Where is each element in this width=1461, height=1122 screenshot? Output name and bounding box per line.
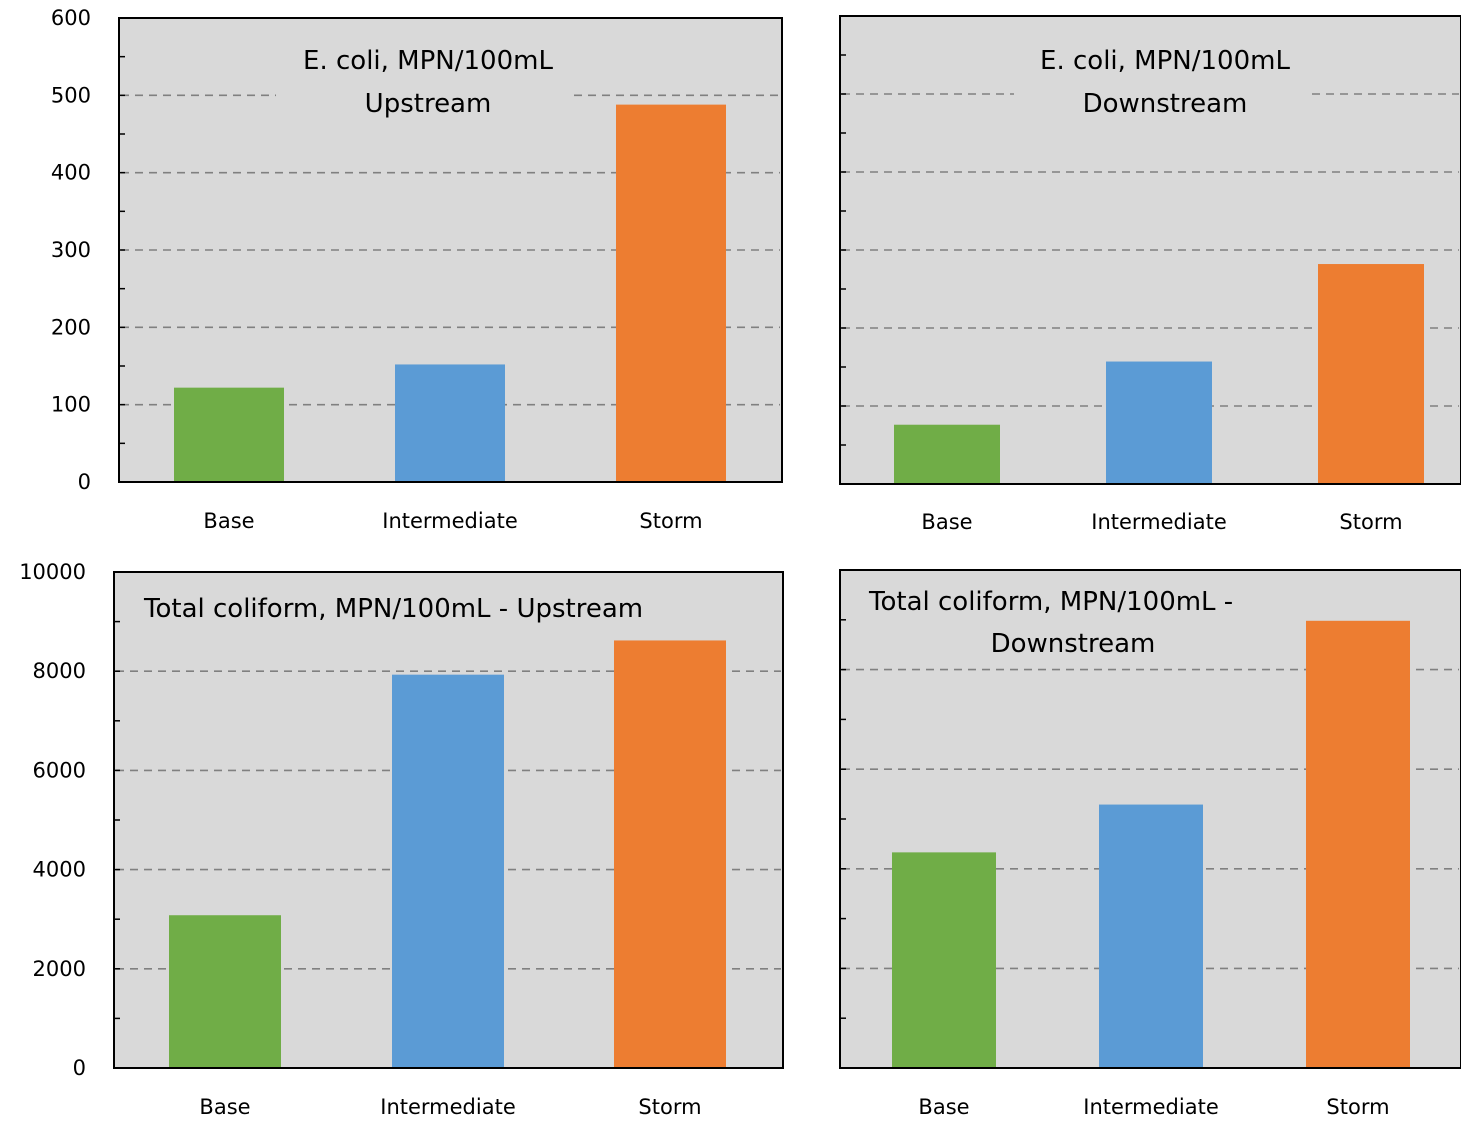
chart-title: Downstream: [1083, 89, 1248, 119]
x-category-label: Base: [918, 1095, 969, 1119]
y-tick-label: 10000: [19, 560, 86, 584]
x-category-label: Base: [203, 509, 254, 533]
chart-panel-2: Base Intermediate Storm E. coli, MPN/100mL D…: [839, 15, 1461, 534]
bar-base: [894, 424, 1000, 484]
x-category-label: Storm: [1326, 1095, 1389, 1119]
chart-panel-4: Base Intermediate Storm Total coliform, MPN…: [839, 569, 1461, 1119]
x-category-label: Intermediate: [1091, 510, 1227, 534]
bar-base: [169, 915, 281, 1068]
y-tick-label: 0: [73, 1056, 86, 1080]
y-tick-label: 200: [51, 315, 91, 339]
x-category-label: Storm: [638, 1095, 701, 1119]
plot-frame: [118, 17, 783, 483]
chart-panel-1: 0 100 200 300 400 500 600 Base Intermediate Storm…: [51, 6, 783, 533]
x-category-label: Storm: [1339, 510, 1402, 534]
plot-frame: [839, 15, 1461, 485]
bar-intermediate: [1106, 361, 1212, 484]
chart-title: E. coli, MPN/100mL: [1040, 46, 1290, 76]
chart-title: Upstream: [365, 89, 492, 119]
y-tick-label: 2000: [33, 957, 86, 981]
y-tick-label: 500: [51, 83, 91, 107]
plot-frame: [113, 571, 784, 1069]
bar-storm: [1306, 620, 1410, 1068]
chart-title: Downstream: [991, 629, 1156, 659]
bar-intermediate: [1099, 804, 1203, 1068]
bar-storm: [616, 104, 726, 482]
bar-intermediate: [395, 364, 505, 482]
y-tick-label: 8000: [33, 659, 86, 683]
y-tick-label: 0: [78, 470, 91, 494]
x-category-label: Intermediate: [1083, 1095, 1219, 1119]
bar-storm: [614, 640, 726, 1068]
chart-title: Total coliform, MPN/100mL - Upstream: [143, 594, 643, 624]
chart-title: E. coli, MPN/100mL: [303, 46, 553, 76]
bar-base: [174, 387, 284, 482]
x-category-label: Intermediate: [380, 1095, 516, 1119]
bar-storm: [1318, 264, 1424, 484]
y-tick-label: 600: [51, 6, 91, 30]
y-tick-label: 6000: [33, 758, 86, 782]
bar-intermediate: [392, 674, 504, 1068]
y-tick-label: 400: [51, 161, 91, 185]
x-category-label: Base: [199, 1095, 250, 1119]
chart-panel-3: 0 2000 4000 6000 8000 10000 Base Intermediate St…: [19, 560, 784, 1119]
x-category-label: Storm: [639, 509, 702, 533]
x-category-label: Base: [921, 510, 972, 534]
y-tick-label: 100: [51, 393, 91, 417]
y-tick-label: 300: [51, 238, 91, 262]
x-category-label: Intermediate: [382, 509, 518, 533]
bar-base: [892, 852, 996, 1068]
y-tick-label: 4000: [33, 858, 86, 882]
chart-title: Total coliform, MPN/100mL -: [868, 587, 1233, 617]
plot-frame: [839, 569, 1461, 1069]
